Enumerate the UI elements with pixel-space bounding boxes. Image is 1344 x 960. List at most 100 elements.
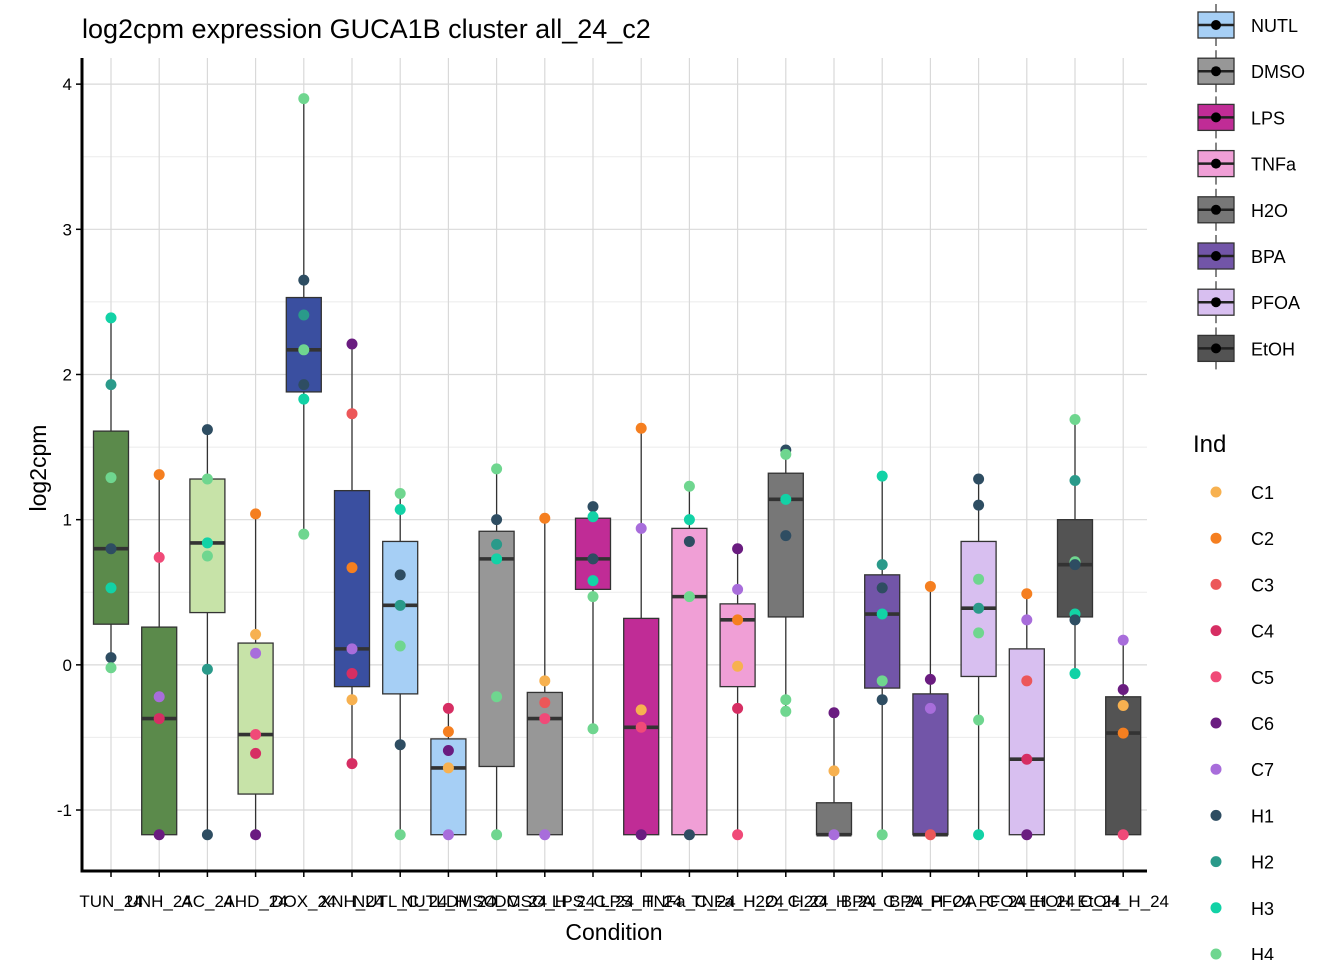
x-tick-label: XNH_24 [320,892,384,911]
box-body [1105,696,1142,836]
data-point-C4 [153,713,165,725]
data-point-H4 [491,691,503,703]
data-point-C4 [250,747,262,759]
x-tick-label: PFOA_C_24 [930,892,1026,911]
data-point-H3 [587,575,599,587]
data-point-H4 [683,591,695,603]
x-tick-label: H2O_C_24 [743,892,828,911]
x-tick-label: UNH_24 [127,892,192,911]
data-point-H1 [1069,614,1081,626]
legend-fill-NUTL: NUTL [1197,4,1298,46]
legend-fill-LPS: LPS [1197,96,1285,139]
x-tick-label: LPS_C_24 [552,892,634,911]
x-tick-label: BPA_H_24 [889,892,972,911]
data-point-H2 [876,559,888,571]
box-TUN_24 [92,317,130,668]
legend-fill-label: LPS [1251,108,1285,128]
legend-ind-dot [1210,578,1222,590]
box-TUNH_24 [141,474,178,836]
legend-ind-C7: C7 [1210,760,1274,780]
data-point-C7 [250,647,262,659]
x-tick-label: H2O_H_24 [791,892,876,911]
data-point-H4 [587,591,599,603]
data-point-H4 [298,344,310,356]
data-point-H3 [201,537,213,549]
legend-ind-dot [1210,763,1222,775]
data-point-C3 [346,408,358,420]
legend-key-dot [1211,66,1221,77]
legend-ind-C5: C5 [1210,668,1274,688]
data-point-C6 [442,745,454,757]
box-LPS_H_24 [623,428,660,836]
data-point-C4 [1021,753,1033,765]
legend-ind-dot [1210,902,1222,914]
legend-fill-PFOA: PFOA [1197,281,1300,324]
legend-ind-dot [1210,671,1222,683]
y-axis-title: log2cpm [25,425,51,512]
data-point-H4 [201,550,213,562]
data-point-H1 [973,473,985,485]
legend-fill-label: NUTL [1251,16,1298,36]
data-point-C1 [635,704,647,716]
box-body [478,530,515,768]
data-point-H4 [780,694,792,706]
x-tick-label: DOX_24 [271,892,336,911]
x-tick-label: AHD_24 [223,892,287,911]
x-tick-label: TNFa_H_24 [691,892,784,911]
data-point-H1 [780,530,792,542]
box-body [333,489,371,688]
legend-ind-dot [1210,717,1222,729]
box-BPA_C_24 [864,476,901,835]
legend-ind-dot [1210,809,1222,821]
legend-fill-TNFa: TNFa [1197,142,1297,185]
data-point-H4 [394,488,406,500]
legend-ind-dot [1210,625,1222,637]
box-body [767,472,804,618]
legend-fill-label: PFOA [1251,293,1300,313]
data-point-C1 [539,675,551,687]
legend-ind-C2: C2 [1210,529,1274,549]
data-point-C7 [732,583,744,595]
x-tick-label: DMSO_C_24 [446,892,547,911]
data-point-H3 [394,504,406,516]
x-tick-label: BPA_C_24 [841,892,924,911]
data-point-H4 [1069,413,1081,425]
data-point-C6 [635,829,647,841]
legend-fill-DMSO: DMSO [1197,50,1305,93]
legend-key-dot [1211,20,1221,30]
data-point-H4 [298,528,310,540]
data-point-H2 [394,599,406,611]
legend-ind-H2: H2 [1210,853,1274,873]
data-point-H1 [876,694,888,706]
data-point-C4 [442,702,454,714]
legend-ind-H3: H3 [1210,899,1274,919]
x-tick-label: LPS_H_24 [600,892,682,911]
data-point-C7 [1117,634,1129,646]
data-point-H3 [587,511,599,523]
data-point-H1 [394,739,406,751]
data-point-C6 [346,338,358,350]
data-point-H1 [394,569,406,581]
data-point-H4 [105,662,117,674]
legend-ind-label: C5 [1251,668,1274,688]
y-tick-label: 4 [63,75,72,94]
data-point-H4 [876,829,888,841]
x-tick-label: NUTL_H_24 [401,892,496,911]
y-tick-label: 0 [63,656,72,675]
data-point-C5 [1117,829,1129,841]
data-point-H1 [105,652,117,664]
data-point-H1 [587,501,599,513]
legend-fill-label: BPA [1251,247,1286,267]
legend-ind-C1: C1 [1210,483,1274,503]
data-point-H4 [587,723,599,735]
data-point-H4 [973,714,985,726]
data-point-C7 [539,829,551,841]
box-body [912,693,949,836]
data-point-C2 [635,422,647,434]
legend-ind-dot [1210,948,1222,960]
x-tick-label: NUTL_C_24 [353,892,448,911]
data-point-H3 [1069,668,1081,680]
legend-ind-label: H3 [1251,899,1274,919]
y-tick-label: 3 [63,220,72,239]
legend-fill-label: H2O [1251,201,1288,221]
